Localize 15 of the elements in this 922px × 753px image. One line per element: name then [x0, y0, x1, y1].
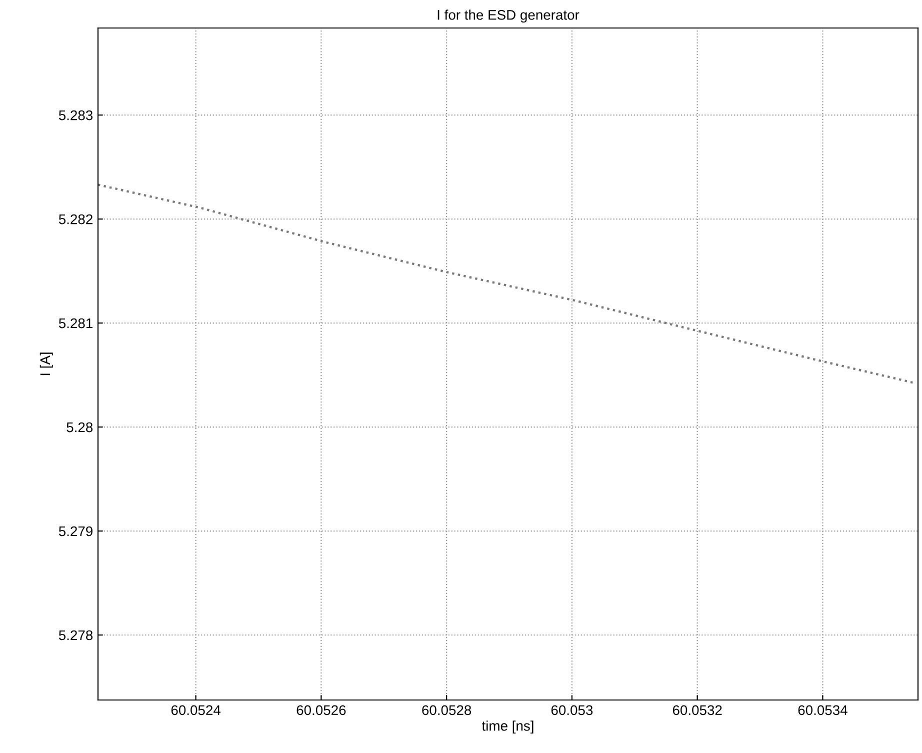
- y-tick-label: 5.279: [58, 526, 92, 536]
- x-axis-title: time [ns]: [482, 720, 534, 734]
- chart-title: I for the ESD generator: [438, 10, 580, 23]
- x-tick-label: 60.0528: [422, 705, 472, 716]
- y-tick-label: 5.283: [58, 110, 93, 120]
- y-tick-label: 5.28: [66, 422, 93, 432]
- x-tick-label: 60.0526: [296, 705, 346, 716]
- y-axis-title: I [A]: [40, 352, 53, 376]
- y-tick-label: 5.281: [58, 318, 92, 328]
- y-tick-label: 5.282: [58, 214, 92, 224]
- y-tick-label: 5.278: [58, 630, 93, 640]
- x-tick-label: 60.0524: [171, 705, 220, 716]
- x-tick-label: 60.053: [551, 705, 593, 716]
- x-tick-label: 60.0534: [798, 705, 848, 716]
- x-tick-label: 60.0532: [672, 705, 722, 716]
